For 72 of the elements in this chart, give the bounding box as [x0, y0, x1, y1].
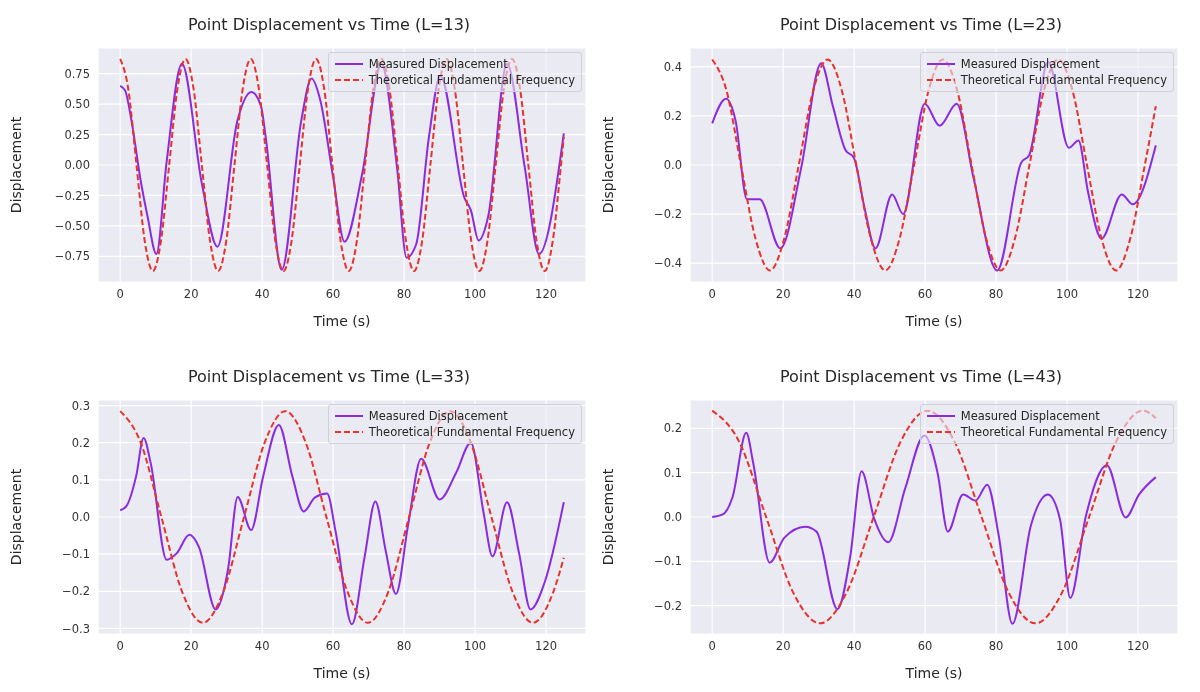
x-tick-label: 120: [1127, 287, 1150, 302]
y-tick-label: 0.0: [71, 510, 90, 525]
x-tick-label: 0: [116, 639, 124, 654]
legend-label: Theoretical Fundamental Frequency: [960, 425, 1167, 439]
legend-label: Theoretical Fundamental Frequency: [960, 73, 1167, 87]
chart-title: Point Displacement vs Time (L=23): [778, 14, 1064, 36]
y-tick-label: −0.50: [54, 219, 90, 234]
y-tick-label: −0.2: [654, 598, 682, 613]
y-tick-label: 0.2: [663, 421, 682, 436]
y-axis-title: Displacement: [7, 116, 24, 214]
y-tick-label: 0.0: [663, 510, 682, 525]
x-tick-label: 100: [1056, 287, 1079, 302]
x-tick-label: 20: [183, 287, 199, 302]
y-tick-label: 0.2: [663, 109, 682, 124]
x-tick-label: 80: [396, 287, 412, 302]
y-tick-label: −0.3: [62, 621, 90, 636]
y-tick-label: −0.2: [654, 207, 682, 222]
y-axis-title: Displacement: [599, 116, 616, 214]
x-tick-label: 0: [708, 287, 716, 302]
legend-label: Measured Displacement: [368, 409, 508, 423]
chart-title: Point Displacement vs Time (L=33): [186, 366, 472, 388]
legend-label: Theoretical Fundamental Frequency: [368, 73, 575, 87]
x-tick-label: 100: [464, 287, 487, 302]
y-tick-label: 0.1: [663, 465, 682, 480]
x-axis-title: Time (s): [312, 313, 371, 329]
y-tick-label: 0.2: [71, 435, 90, 450]
x-tick-label: 40: [846, 639, 862, 654]
x-tick-label: 100: [464, 639, 487, 654]
x-axis-title: Time (s): [312, 665, 371, 681]
x-tick-label: 60: [917, 287, 933, 302]
x-axis-title: Time (s): [904, 665, 963, 681]
chart-title: Point Displacement vs Time (L=43): [778, 366, 1064, 388]
x-tick-label: 120: [535, 639, 558, 654]
legend-label: Measured Displacement: [960, 409, 1100, 423]
x-tick-label: 120: [1127, 639, 1150, 654]
y-axis-title: Displacement: [599, 468, 616, 566]
x-tick-label: 120: [535, 287, 558, 302]
x-tick-label: 80: [988, 287, 1004, 302]
x-axis-title: Time (s): [904, 313, 963, 329]
x-tick-label: 20: [183, 639, 199, 654]
y-tick-label: 0.00: [64, 158, 90, 173]
y-tick-label: −0.2: [62, 584, 90, 599]
y-tick-label: 0.25: [64, 127, 90, 142]
x-tick-label: 40: [254, 287, 270, 302]
y-tick-label: −0.25: [54, 188, 90, 203]
x-tick-label: 80: [988, 639, 1004, 654]
y-tick-label: 0.0: [663, 158, 682, 173]
y-tick-label: −0.1: [62, 547, 90, 562]
y-axis-title: Displacement: [7, 468, 24, 566]
y-tick-label: 0.1: [71, 472, 90, 487]
x-tick-label: 80: [396, 639, 412, 654]
chart-title: Point Displacement vs Time (L=13): [186, 14, 472, 36]
y-tick-label: −0.4: [654, 256, 682, 271]
legend-label: Theoretical Fundamental Frequency: [368, 425, 575, 439]
x-tick-label: 0: [708, 639, 716, 654]
x-tick-label: 0: [116, 287, 124, 302]
legend-label: Measured Displacement: [368, 57, 508, 71]
y-tick-label: 0.75: [64, 66, 90, 81]
x-tick-label: 40: [254, 639, 270, 654]
x-tick-label: 60: [325, 287, 341, 302]
y-tick-label: 0.50: [64, 97, 90, 112]
y-tick-label: −0.75: [54, 249, 90, 264]
x-tick-label: 20: [775, 287, 791, 302]
x-tick-label: 20: [775, 639, 791, 654]
y-tick-label: 0.4: [663, 59, 682, 74]
y-tick-label: −0.1: [654, 554, 682, 569]
x-tick-label: 60: [917, 639, 933, 654]
x-tick-label: 40: [846, 287, 862, 302]
y-tick-label: 0.3: [71, 398, 90, 413]
x-tick-label: 100: [1056, 639, 1079, 654]
x-tick-label: 60: [325, 639, 341, 654]
legend-label: Measured Displacement: [960, 57, 1100, 71]
